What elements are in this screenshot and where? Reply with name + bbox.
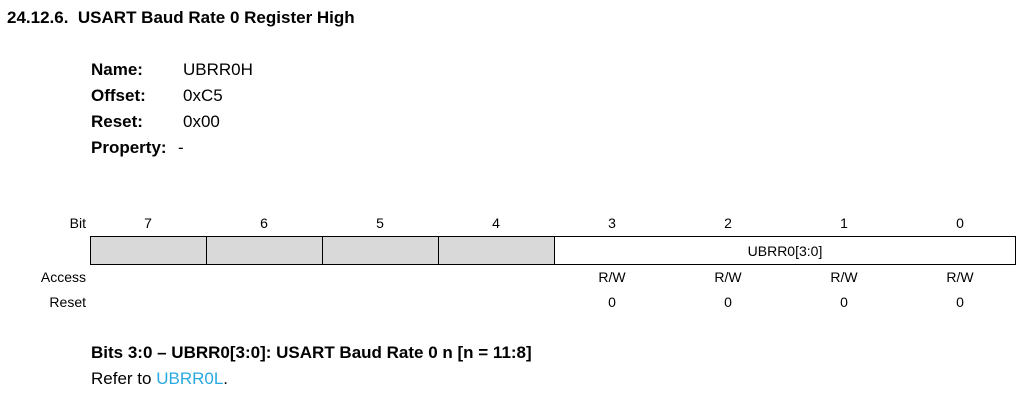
refer-text: Refer to UBRR0L.	[91, 369, 228, 389]
register-bit-fields: UBRR0[3:0]	[90, 236, 1016, 265]
bits-description-title: Bits 3:0 – UBRR0[3:0]: USART Baud Rate 0…	[91, 343, 532, 362]
section-number: 24.12.6.	[7, 8, 69, 27]
bit-number: 4	[492, 215, 500, 231]
access-value: R/W	[830, 269, 858, 285]
bit-row-label: Bit	[69, 215, 86, 231]
bit-number: 2	[724, 215, 732, 231]
reset-value: 0	[608, 294, 616, 310]
bit-number: 1	[840, 215, 848, 231]
ubrr0l-link[interactable]: UBRR0L	[156, 369, 224, 388]
reset-value: 0	[840, 294, 848, 310]
reserved-bit-cell	[439, 237, 555, 264]
reset-row-label: Reset	[49, 294, 86, 310]
reserved-bit-cell	[323, 237, 439, 264]
access-value: R/W	[946, 269, 974, 285]
reserved-bit-cell	[207, 237, 323, 264]
ubrr0-field: UBRR0[3:0]	[555, 237, 1015, 264]
access-row-label: Access	[40, 269, 86, 285]
bit-number: 0	[956, 215, 964, 231]
reset-value: 0	[724, 294, 732, 310]
refer-prefix: Refer to	[91, 369, 157, 388]
bit-number: 6	[260, 215, 268, 231]
access-value: R/W	[714, 269, 742, 285]
reserved-bit-cell	[91, 237, 207, 264]
reset-value: 0	[956, 294, 964, 310]
bit-number: 7	[144, 215, 152, 231]
section-title: USART Baud Rate 0 Register High	[77, 8, 355, 27]
bit-number: 3	[608, 215, 616, 231]
bit-number: 5	[376, 215, 384, 231]
refer-suffix: .	[223, 369, 229, 388]
access-value: R/W	[598, 269, 626, 285]
section-heading: 24.12.6. USART Baud Rate 0 Register High	[7, 8, 355, 28]
